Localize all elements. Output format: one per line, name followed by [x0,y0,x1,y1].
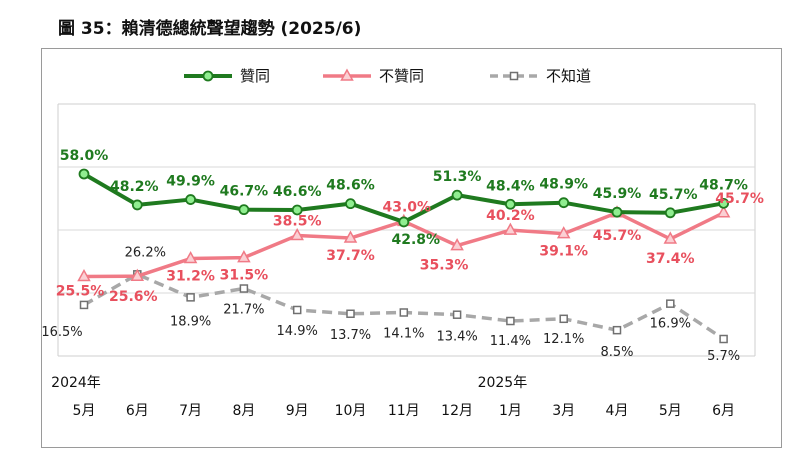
legend-marker-approve [202,70,214,82]
marker-unknown [666,299,675,308]
marker-approve [611,206,623,218]
data-label-disapprove: 31.5% [220,268,269,284]
year-label: 2024年 [51,375,101,391]
marker-approve [558,197,570,209]
marker-disapprove [130,268,145,281]
x-tick-label: 5月 [659,403,682,419]
data-label-approve: 49.9% [166,174,215,190]
marker-disapprove [290,227,304,241]
legend-label-approve: 贊同 [240,67,270,85]
marker-disapprove [450,238,464,251]
data-label-unknown: 13.4% [436,330,477,345]
data-label-disapprove: 25.6% [109,289,158,305]
legend-marker-disapprove [340,68,354,81]
data-label-unknown: 5.7% [707,349,740,364]
legend-marker-unknown [509,71,519,81]
data-label-unknown: 11.4% [490,334,531,349]
x-tick-label: 4月 [606,403,629,419]
data-label-unknown: 12.1% [543,332,584,347]
marker-approve [451,189,463,201]
data-label-disapprove: 31.2% [166,269,215,285]
legend-label-disapprove: 不贊同 [379,67,424,85]
x-tick-label: 12月 [441,403,473,419]
x-tick-label: 1月 [499,403,522,419]
marker-unknown [292,305,302,315]
figure-title: 圖 35：賴清德總統聲望趨勢 (2025/6) [58,19,362,39]
marker-approve [185,194,197,205]
data-label-disapprove: 37.7% [326,248,375,264]
legend-label-unknown: 不知道 [546,67,591,85]
marker-unknown [559,314,568,324]
marker-approve [504,198,516,210]
year-label: 2025年 [478,375,528,391]
x-tick-label: 8月 [232,403,255,419]
marker-unknown [719,334,728,344]
data-label-approve: 42.8% [392,232,441,248]
marker-unknown [239,284,249,293]
marker-disapprove [556,226,571,239]
marker-unknown [186,293,195,302]
marker-approve [78,168,90,180]
data-label-unknown: 14.1% [383,326,424,341]
marker-approve [664,207,676,219]
data-label-approve: 58.0% [60,148,109,164]
marker-disapprove [663,231,678,244]
x-tick-label: 7月 [179,403,202,419]
marker-unknown [79,300,89,310]
data-label-unknown: 13.7% [330,328,371,343]
data-label-disapprove: 39.1% [539,244,588,260]
data-label-approve: 48.9% [539,177,588,193]
data-label-approve: 45.7% [649,187,698,203]
data-label-unknown: 14.9% [277,324,318,339]
data-label-approve: 46.7% [220,184,269,200]
data-label-disapprove: 37.4% [646,251,695,267]
data-label-approve: 48.2% [110,179,159,195]
data-label-disapprove: 45.7% [593,228,642,244]
data-label-unknown: 18.9% [170,314,211,329]
marker-approve [291,204,303,216]
marker-unknown [452,310,462,319]
marker-unknown [506,316,515,326]
chart-frame [41,48,782,448]
data-label-approve: 45.9% [593,186,642,202]
x-tick-label: 10月 [335,403,367,419]
data-label-unknown: 8.5% [600,345,633,360]
data-label-unknown: 26.2% [125,245,166,260]
x-tick-label: 5月 [73,403,96,419]
data-label-disapprove: 38.5% [273,214,322,230]
marker-disapprove [343,230,358,243]
x-tick-label: 11月 [388,403,420,419]
data-label-disapprove: 43.0% [383,199,432,215]
marker-disapprove [503,222,518,235]
marker-approve [345,198,356,210]
marker-approve [131,199,143,211]
data-label-disapprove: 25.5% [56,284,105,300]
data-label-unknown: 21.7% [223,303,264,318]
data-label-disapprove: 40.2% [486,208,535,224]
data-label-approve: 48.7% [699,177,748,193]
x-tick-label: 3月 [552,403,575,419]
marker-approve [238,204,250,216]
marker-unknown [399,308,409,317]
data-label-disapprove: 35.3% [420,258,469,274]
marker-unknown [612,325,622,335]
marker-unknown [346,309,355,319]
marker-approve [718,197,729,209]
marker-disapprove [77,268,91,282]
data-label-approve: 48.6% [326,178,375,194]
x-tick-label: 6月 [126,403,149,419]
marker-disapprove [237,250,251,263]
marker-disapprove [183,250,198,264]
data-label-approve: 48.4% [486,178,535,194]
data-label-disapprove: 45.7% [715,191,764,207]
data-label-unknown: 16.5% [41,325,82,340]
data-label-approve: 46.6% [273,184,322,200]
marker-disapprove [716,205,731,218]
data-label-approve: 51.3% [433,169,482,185]
data-label-unknown: 16.9% [650,317,691,332]
x-tick-label: 6月 [712,403,735,419]
x-tick-label: 9月 [286,403,309,419]
marker-approve [398,216,410,228]
